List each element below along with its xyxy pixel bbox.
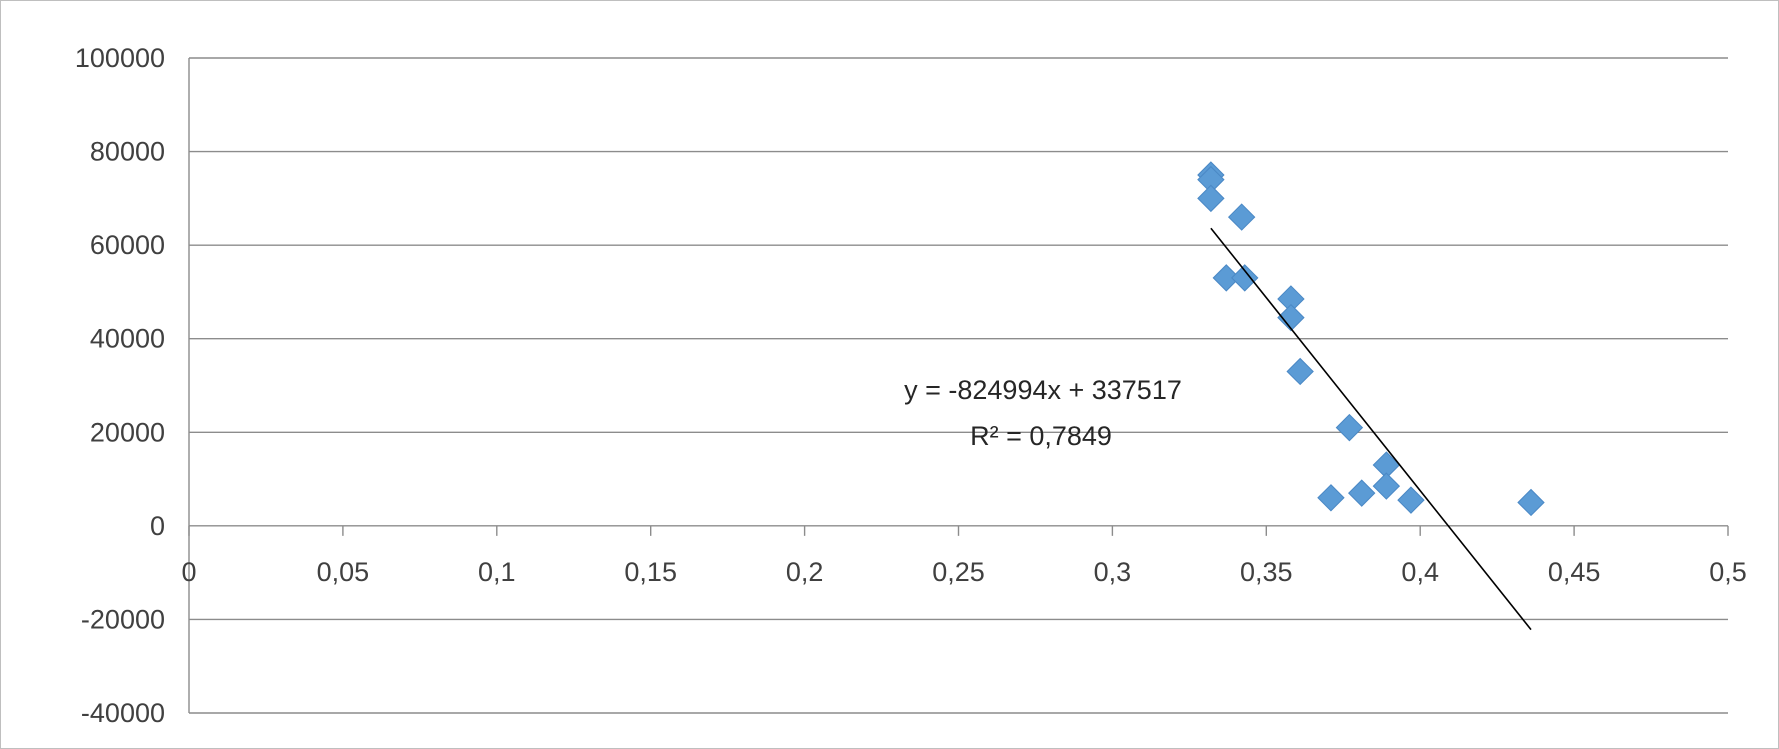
x-tick-label: 0,2 [786, 557, 824, 587]
y-tick-label: 60000 [90, 230, 165, 260]
y-tick-label: -20000 [81, 604, 165, 634]
y-axis-tick-labels: 100000 80000 60000 40000 20000 0 -20000 -40000 [75, 43, 165, 728]
data-point [1231, 264, 1259, 292]
data-point [1212, 264, 1240, 292]
x-axis-tick-labels: 0 0,05 0,1 0,15 0,2 0,25 0,3 0,35 0,4 0,45 0,5 [181, 557, 1746, 587]
data-point [1197, 184, 1225, 213]
x-tick-label: 0 [181, 557, 196, 587]
y-tick-label: 0 [150, 511, 165, 541]
data-point [1372, 472, 1401, 500]
data-point [1317, 484, 1345, 512]
trendline-equation: y = -824994x + 337517 [904, 375, 1182, 405]
x-tick-label: 0,1 [478, 557, 516, 587]
trendline [1210, 227, 1532, 631]
y-tick-label: 40000 [90, 324, 165, 354]
x-tick-label: 0,45 [1548, 557, 1601, 587]
x-tick-label: 0,4 [1401, 557, 1439, 587]
gridlines [189, 57, 1728, 714]
data-point [1517, 488, 1545, 517]
y-tick-label: 100000 [75, 43, 165, 73]
x-tick-label: 0,05 [317, 557, 370, 587]
trendline-annotation: y = -824994x + 337517 R² = 0,7849 [904, 375, 1182, 451]
data-point [1277, 303, 1305, 332]
y-tick-label: -40000 [81, 698, 165, 728]
trendline-r-squared: R² = 0,7849 [970, 421, 1112, 451]
trendline-group [1210, 227, 1532, 631]
data-point [1335, 413, 1364, 442]
x-tick-label: 0,3 [1094, 557, 1132, 587]
x-tick-label: 0,5 [1709, 557, 1747, 587]
x-tick-label: 0,35 [1240, 557, 1293, 587]
data-point [1227, 203, 1256, 231]
x-tick-label: 0,15 [624, 557, 677, 587]
y-tick-label: 20000 [90, 417, 165, 447]
x-tick-label: 0,25 [932, 557, 985, 587]
y-tick-label: 80000 [90, 137, 165, 167]
data-points [1197, 161, 1545, 517]
axes [188, 58, 1729, 713]
data-point [1286, 357, 1314, 386]
data-point [1348, 479, 1376, 507]
data-point [1397, 486, 1425, 514]
